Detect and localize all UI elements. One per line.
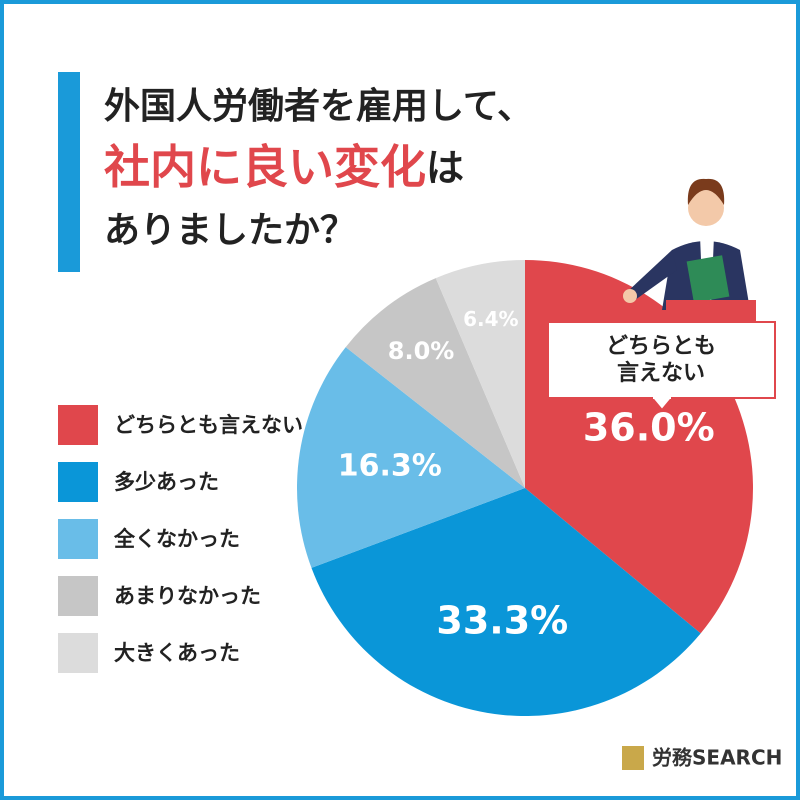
legend-swatch — [58, 633, 98, 673]
legend-label: 大きくあった — [114, 641, 240, 665]
value-label: 36.0% — [583, 405, 715, 449]
value-label: 6.4% — [463, 307, 518, 331]
pie-slice — [345, 278, 525, 488]
value-label: 16.3% — [338, 449, 442, 484]
legend-swatch — [58, 462, 98, 502]
pie-slice — [311, 488, 701, 716]
legend-label: 全くなかった — [113, 527, 240, 551]
value-label: 33.3% — [436, 598, 568, 642]
title-bar — [58, 72, 80, 272]
legend-swatch — [58, 576, 98, 616]
callout-text: 言えない — [617, 360, 705, 386]
title-line: 外国人労働者を雇用して、 — [104, 86, 533, 127]
callout-box — [547, 321, 776, 399]
pie-slice — [435, 260, 525, 488]
logo: 労務SEARCH — [652, 746, 782, 770]
pie-slice — [297, 347, 525, 568]
value-label: 8.0% — [388, 337, 455, 365]
callout-text: どちらとも — [606, 334, 716, 359]
legend-label: 多少あった — [114, 470, 219, 494]
person — [623, 178, 756, 322]
legend-swatch — [58, 519, 98, 559]
callout-pointer-mask — [653, 395, 671, 399]
legend-swatch — [58, 405, 98, 445]
legend-label: あまりなかった — [114, 584, 261, 608]
title-part: は — [426, 146, 464, 190]
title-line: ありましたか？ — [104, 210, 356, 251]
legend-label: どちらとも言えない — [114, 413, 303, 437]
logo-icon — [622, 746, 644, 770]
title-highlight: 社内に良い変化 — [104, 140, 426, 194]
title-line: 社内に良い変化は — [104, 140, 464, 194]
